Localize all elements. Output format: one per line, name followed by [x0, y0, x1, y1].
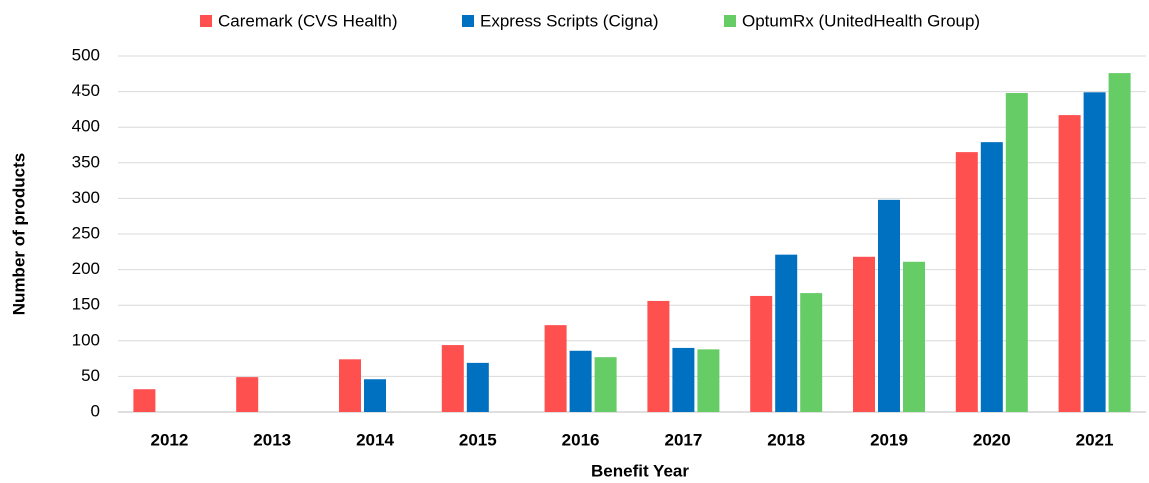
x-tick-label: 2019 [870, 430, 908, 449]
y-tick-label: 250 [72, 223, 100, 242]
y-axis-title: Number of products [9, 153, 28, 315]
x-tick-label: 2020 [973, 430, 1011, 449]
bar [775, 254, 798, 412]
legend-label: OptumRx (UnitedHealth Group) [742, 11, 980, 30]
bar [980, 142, 1003, 413]
bar [955, 152, 978, 412]
legend-swatch [462, 15, 474, 27]
bar [1058, 115, 1081, 412]
x-tick-label: 2015 [459, 430, 497, 449]
bar [594, 357, 617, 412]
x-axis-title: Benefit Year [591, 461, 689, 480]
bar [441, 345, 464, 412]
legend-label: Express Scripts (Cigna) [480, 11, 659, 30]
bar [1083, 92, 1106, 412]
legend-swatch [724, 15, 736, 27]
bar [133, 389, 156, 412]
bar [569, 350, 592, 412]
legend-label: Caremark (CVS Health) [218, 11, 398, 30]
y-tick-label: 450 [72, 81, 100, 100]
legend-swatch [200, 15, 212, 27]
bar [672, 347, 695, 412]
y-tick-label: 50 [81, 366, 100, 385]
y-tick-label: 150 [72, 295, 100, 314]
y-tick-label: 200 [72, 259, 100, 278]
bar [647, 300, 670, 412]
bar [339, 359, 361, 412]
bar [697, 349, 720, 412]
y-tick-label: 500 [72, 45, 100, 64]
bar [800, 293, 823, 412]
bar [1108, 73, 1131, 412]
bar [364, 379, 386, 412]
y-tick-label: 350 [72, 152, 100, 171]
bar [236, 377, 259, 412]
bar [544, 325, 567, 412]
bar [1005, 93, 1028, 413]
bar [466, 362, 489, 412]
y-tick-label: 0 [91, 401, 100, 420]
x-tick-label: 2018 [767, 430, 805, 449]
x-tick-label: 2013 [253, 430, 291, 449]
x-tick-label: 2014 [356, 430, 394, 449]
x-tick-label: 2021 [1076, 430, 1114, 449]
y-tick-label: 100 [72, 330, 100, 349]
x-tick-label: 2016 [562, 430, 600, 449]
bar [878, 199, 900, 412]
y-tick-label: 300 [72, 188, 100, 207]
y-tick-label: 400 [72, 117, 100, 136]
x-tick-label: 2012 [150, 430, 188, 449]
bar [750, 295, 773, 412]
bar [853, 256, 875, 412]
x-tick-label: 2017 [664, 430, 702, 449]
bar [903, 261, 925, 412]
